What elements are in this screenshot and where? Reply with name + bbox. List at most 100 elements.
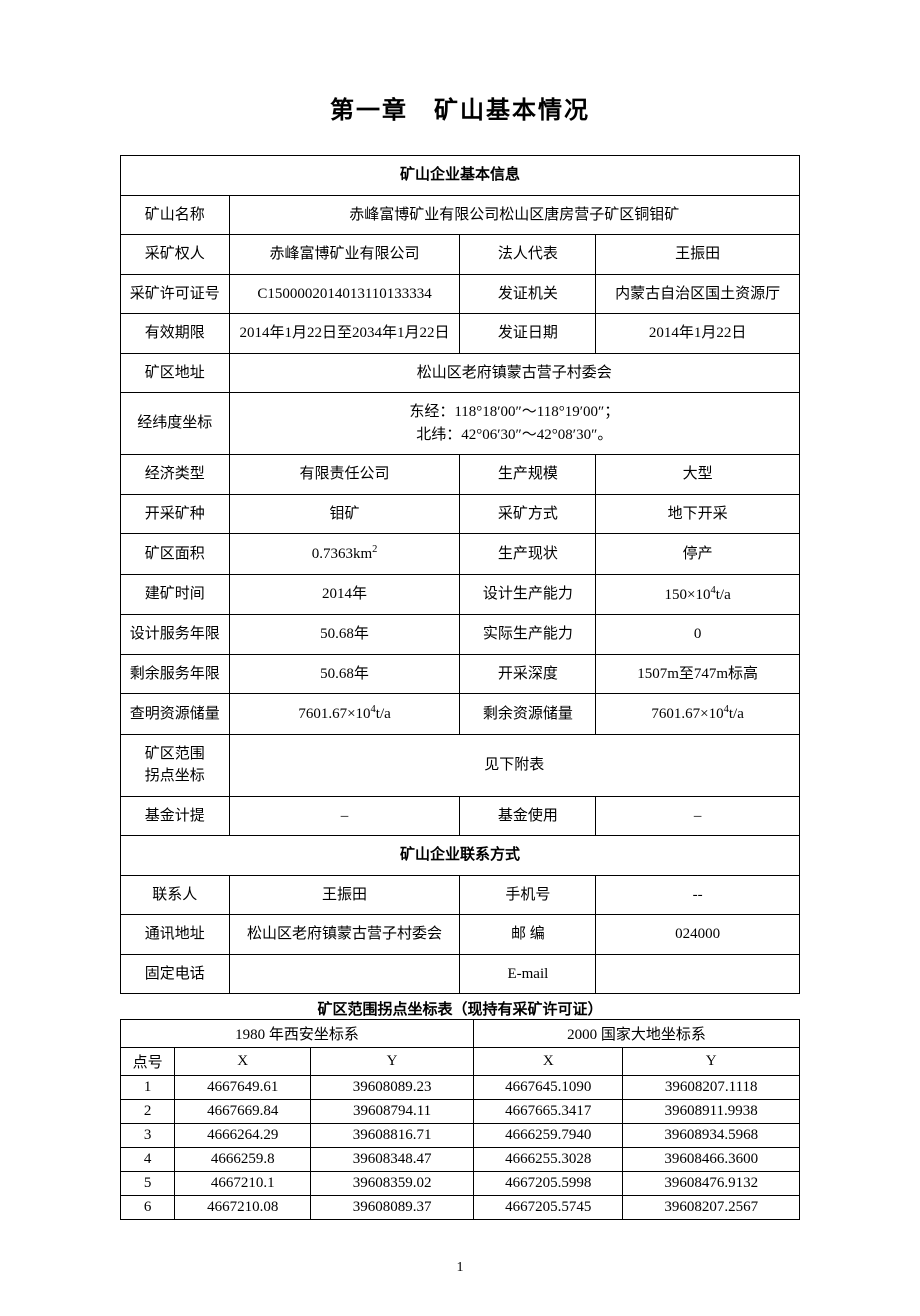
label-issue-date: 发证日期: [460, 314, 596, 354]
value-issuer: 内蒙古自治区国土资源厅: [596, 274, 800, 314]
value-design-cap: 150×104t/a: [596, 574, 800, 615]
label-remain-life: 剩余服务年限: [121, 654, 230, 694]
page-number: 1: [120, 1260, 800, 1276]
coord-cell-x1: 4667669.84: [175, 1100, 311, 1124]
value-prod-status: 停产: [596, 534, 800, 575]
label-depth: 开采深度: [460, 654, 596, 694]
value-issue-date: 2014年1月22日: [596, 314, 800, 354]
value-mail-addr: 松山区老府镇蒙古营子村委会: [229, 915, 460, 955]
label-postcode: 邮 编: [460, 915, 596, 955]
coord-cell-n: 3: [121, 1124, 175, 1148]
value-method: 地下开采: [596, 494, 800, 534]
value-postcode: 024000: [596, 915, 800, 955]
coord-row: 54667210.139608359.024667205.59983960847…: [121, 1172, 800, 1196]
coord-header-1980: 1980 年西安坐标系: [121, 1020, 474, 1048]
value-valid-period: 2014年1月22日至2034年1月22日: [229, 314, 460, 354]
label-mine-name: 矿山名称: [121, 195, 230, 235]
value-remain-res: 7601.67×104t/a: [596, 694, 800, 735]
coord-row: 44666259.839608348.474666255.30283960846…: [121, 1148, 800, 1172]
coord-header-x2: X: [474, 1048, 623, 1076]
coord-cell-n: 2: [121, 1100, 175, 1124]
value-mobile: --: [596, 875, 800, 915]
value-build-time: 2014年: [229, 574, 460, 615]
remain-res-post: t/a: [729, 706, 744, 722]
label-method: 采矿方式: [460, 494, 596, 534]
value-phone: [229, 954, 460, 994]
coord-cell-y1: 39608089.23: [311, 1076, 474, 1100]
coord-table-title: 矿区范围拐点坐标表（现持有采矿许可证）: [120, 998, 800, 1019]
coord-cell-y1: 39608348.47: [311, 1148, 474, 1172]
label-mail-addr: 通讯地址: [121, 915, 230, 955]
label-fund-accrual: 基金计提: [121, 796, 230, 836]
value-mine-name: 赤峰富博矿业有限公司松山区唐房营子矿区铜钼矿: [229, 195, 799, 235]
value-depth: 1507m至747m标高: [596, 654, 800, 694]
value-license-no: C1500002014013110133334: [229, 274, 460, 314]
coord-header-2000: 2000 国家大地坐标系: [474, 1020, 800, 1048]
corner-label-1: 矿区范围: [145, 746, 205, 762]
corner-label-2: 拐点坐标: [145, 768, 205, 784]
remain-res-pre: 7601.67×10: [651, 706, 723, 722]
value-email: [596, 954, 800, 994]
coord-cell-x2: 4667645.1090: [474, 1076, 623, 1100]
coord-header-y2: Y: [623, 1048, 800, 1076]
label-mobile: 手机号: [460, 875, 596, 915]
label-area: 矿区面积: [121, 534, 230, 575]
value-actual-cap: 0: [596, 615, 800, 655]
value-contact: 王振田: [229, 875, 460, 915]
design-cap-pre: 150×10: [665, 587, 711, 603]
coord-header-x1: X: [175, 1048, 311, 1076]
label-econ-type: 经济类型: [121, 455, 230, 495]
label-prod-scale: 生产规模: [460, 455, 596, 495]
value-corner-coords: 见下附表: [229, 734, 799, 796]
label-actual-cap: 实际生产能力: [460, 615, 596, 655]
latlon-line2: 北纬：42°06′30″～42°08′30″。: [416, 427, 612, 443]
proven-res-post: t/a: [376, 706, 391, 722]
value-econ-type: 有限责任公司: [229, 455, 460, 495]
latlon-line1: 东经：118°18′00″～118°19′00″；: [409, 404, 619, 420]
label-legal-rep: 法人代表: [460, 235, 596, 275]
chapter-title: 第一章 矿山基本情况: [120, 90, 800, 125]
coord-cell-x1: 4666264.29: [175, 1124, 311, 1148]
coord-cell-x2: 4666259.7940: [474, 1124, 623, 1148]
coord-cell-x1: 4666259.8: [175, 1148, 311, 1172]
coord-cell-y1: 39608794.11: [311, 1100, 474, 1124]
label-remain-res: 剩余资源储量: [460, 694, 596, 735]
coord-table: 1980 年西安坐标系 2000 国家大地坐标系 点号 X Y X Y 1466…: [120, 1019, 800, 1220]
section-header-contact: 矿山企业联系方式: [121, 836, 800, 876]
label-corner-coords: 矿区范围 拐点坐标: [121, 734, 230, 796]
coord-cell-x2: 4666255.3028: [474, 1148, 623, 1172]
coord-cell-y2: 39608207.2567: [623, 1196, 800, 1220]
coord-header-pt: 点号: [121, 1048, 175, 1076]
coord-cell-y2: 39608934.5968: [623, 1124, 800, 1148]
value-prod-scale: 大型: [596, 455, 800, 495]
value-fund-use: –: [596, 796, 800, 836]
label-email: E-mail: [460, 954, 596, 994]
coord-cell-y1: 39608359.02: [311, 1172, 474, 1196]
label-issuer: 发证机关: [460, 274, 596, 314]
label-phone: 固定电话: [121, 954, 230, 994]
value-design-life: 50.68年: [229, 615, 460, 655]
value-rights-holder: 赤峰富博矿业有限公司: [229, 235, 460, 275]
design-cap-post: t/a: [716, 587, 731, 603]
label-build-time: 建矿时间: [121, 574, 230, 615]
coord-cell-x1: 4667210.1: [175, 1172, 311, 1196]
label-license-no: 采矿许可证号: [121, 274, 230, 314]
label-mine-address: 矿区地址: [121, 353, 230, 393]
value-mineral: 钼矿: [229, 494, 460, 534]
coord-cell-x2: 4667665.3417: [474, 1100, 623, 1124]
coord-cell-x2: 4667205.5998: [474, 1172, 623, 1196]
coord-cell-y1: 39608089.37: [311, 1196, 474, 1220]
coord-cell-y2: 39608911.9938: [623, 1100, 800, 1124]
coord-cell-y1: 39608816.71: [311, 1124, 474, 1148]
label-latlon: 经纬度坐标: [121, 393, 230, 455]
value-mine-address: 松山区老府镇蒙古营子村委会: [229, 353, 799, 393]
value-latlon: 东经：118°18′00″～118°19′00″； 北纬：42°06′30″～4…: [229, 393, 799, 455]
coord-cell-y2: 39608466.3600: [623, 1148, 800, 1172]
label-mineral: 开采矿种: [121, 494, 230, 534]
value-legal-rep: 王振田: [596, 235, 800, 275]
coord-row: 34666264.2939608816.714666259.7940396089…: [121, 1124, 800, 1148]
label-rights-holder: 采矿权人: [121, 235, 230, 275]
label-contact: 联系人: [121, 875, 230, 915]
value-remain-life: 50.68年: [229, 654, 460, 694]
label-fund-use: 基金使用: [460, 796, 596, 836]
